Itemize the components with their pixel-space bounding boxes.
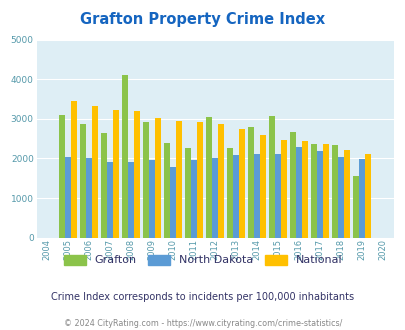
- Bar: [80, 123, 86, 238]
- Bar: [191, 160, 196, 238]
- Bar: [92, 106, 98, 238]
- Text: Crime Index corresponds to incidents per 100,000 inhabitants: Crime Index corresponds to incidents per…: [51, 292, 354, 302]
- Bar: [206, 117, 212, 238]
- Bar: [343, 150, 349, 238]
- Bar: [155, 118, 160, 238]
- Bar: [248, 127, 254, 238]
- Bar: [212, 158, 217, 238]
- Bar: [170, 167, 176, 238]
- Bar: [101, 133, 107, 238]
- Bar: [290, 132, 296, 238]
- Bar: [134, 111, 140, 238]
- Bar: [59, 115, 65, 238]
- Legend: Grafton, North Dakota, National: Grafton, North Dakota, National: [64, 255, 341, 265]
- Bar: [196, 122, 202, 238]
- Bar: [164, 143, 170, 238]
- Bar: [65, 157, 71, 238]
- Bar: [332, 145, 337, 238]
- Bar: [337, 157, 343, 238]
- Bar: [322, 144, 328, 238]
- Bar: [227, 148, 233, 238]
- Bar: [275, 154, 281, 238]
- Bar: [128, 162, 134, 238]
- Bar: [254, 154, 260, 238]
- Bar: [107, 162, 113, 238]
- Bar: [113, 110, 119, 238]
- Bar: [353, 176, 358, 238]
- Bar: [317, 151, 322, 238]
- Bar: [176, 121, 181, 238]
- Text: Grafton Property Crime Index: Grafton Property Crime Index: [80, 12, 325, 26]
- Bar: [185, 148, 191, 238]
- Bar: [296, 147, 301, 238]
- Bar: [233, 155, 239, 238]
- Bar: [358, 159, 364, 238]
- Bar: [122, 75, 128, 238]
- Bar: [269, 116, 275, 238]
- Bar: [217, 124, 224, 238]
- Bar: [311, 144, 317, 238]
- Bar: [149, 160, 155, 238]
- Bar: [71, 101, 77, 238]
- Bar: [301, 141, 307, 238]
- Bar: [239, 129, 245, 238]
- Bar: [364, 154, 370, 238]
- Bar: [143, 122, 149, 238]
- Text: © 2024 CityRating.com - https://www.cityrating.com/crime-statistics/: © 2024 CityRating.com - https://www.city…: [64, 319, 341, 328]
- Bar: [281, 140, 286, 238]
- Bar: [86, 158, 92, 238]
- Bar: [260, 135, 265, 238]
